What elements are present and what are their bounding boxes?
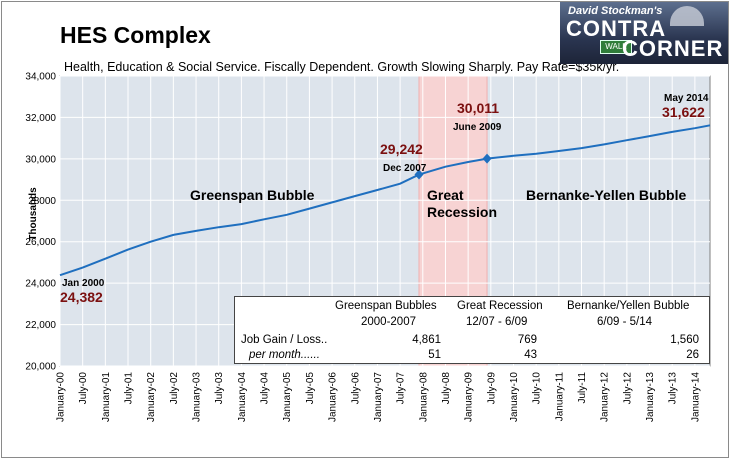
y-tick-label: 24,000 — [25, 279, 56, 290]
x-tick-label: January-07 — [373, 372, 384, 422]
x-tick-label: July-05 — [305, 372, 316, 405]
wall-street-sign-icon: WALL — [600, 40, 632, 54]
table-header-recession: Great Recession — [457, 300, 543, 312]
table-row1-greenspan: 4,861 — [412, 334, 441, 346]
x-tick-label: January-03 — [192, 372, 203, 422]
job-gain-table: Greenspan Bubbles Great Recession Bernan… — [234, 296, 710, 364]
y-axis-label: Thousands — [28, 187, 39, 241]
x-tick-label: January-13 — [645, 372, 656, 422]
table-row1-label: Job Gain / Loss.. — [241, 334, 328, 346]
x-tick-label: January-11 — [554, 372, 565, 422]
table-row2-greenspan: 51 — [428, 349, 441, 361]
table-period-bernanke: 6/09 - 5/14 — [597, 316, 652, 328]
x-tick-label: January-04 — [237, 372, 248, 422]
x-tick-label: July-11 — [577, 372, 588, 404]
annotation-dec2007-value: 29,242 — [380, 141, 423, 157]
x-axis-ticks: January-00 July-00 January-01 July-01 Januar… — [56, 372, 702, 422]
y-tick-label: 22,000 — [25, 320, 56, 331]
x-tick-label: July-00 — [78, 372, 89, 405]
x-tick-label: January-09 — [464, 372, 475, 422]
y-axis-ticks: 20,000 22,000 24,000 26,000 28000 30,000 32,00… — [25, 72, 56, 373]
table-row1-bernanke: 1,560 — [670, 334, 699, 346]
y-tick-label: 30,000 — [25, 154, 56, 165]
x-tick-label: July-12 — [622, 372, 633, 405]
x-tick-label: July-03 — [214, 372, 225, 405]
annotation-start-value: 24,382 — [60, 289, 103, 305]
annotation-recession-line-2: Recession — [427, 204, 497, 220]
annotation-recession-line-1: Great — [427, 187, 464, 203]
x-tick-label: July-08 — [441, 372, 452, 405]
annotation-jun2009-date: June 2009 — [453, 122, 502, 133]
x-tick-label: July-10 — [532, 372, 543, 405]
capitol-dome-icon — [670, 6, 704, 26]
y-tick-label: 32,000 — [25, 113, 56, 124]
x-tick-label: July-01 — [124, 372, 135, 405]
annotation-end-date: May 2014 — [664, 93, 709, 104]
logo-line-3: CORNER — [622, 36, 724, 61]
x-tick-label: July-02 — [169, 372, 180, 405]
y-tick-label: 26,000 — [25, 237, 56, 248]
marker-diamond — [482, 153, 492, 164]
marker-diamond — [414, 169, 424, 180]
x-tick-label: July-06 — [350, 372, 361, 405]
chart-subtitle: Health, Education & Social Service. Fisc… — [64, 60, 620, 74]
table-period-recession: 12/07 - 6/09 — [466, 316, 528, 328]
annotation-dec2007-date: Dec 2007 — [383, 163, 427, 174]
table-header-greenspan: Greenspan Bubbles — [335, 300, 437, 312]
table-row2-label: per month...... — [249, 349, 320, 361]
x-tick-label: July-13 — [668, 372, 679, 405]
x-tick-label: July-04 — [260, 372, 271, 405]
x-tick-label: January-06 — [328, 372, 339, 422]
x-tick-label: January-02 — [146, 372, 157, 422]
table-row2-bernanke: 26 — [686, 349, 699, 361]
y-tick-label: 20,000 — [25, 362, 56, 373]
table-row2-recession: 43 — [524, 349, 537, 361]
x-tick-label: January-10 — [509, 372, 520, 422]
annotation-greenspan: Greenspan Bubble — [190, 187, 315, 203]
table-row1-recession: 769 — [517, 334, 537, 346]
table-period-greenspan: 2000-2007 — [361, 316, 416, 328]
logo-line-1: David Stockman's — [568, 5, 663, 17]
x-tick-label: January-14 — [690, 372, 701, 422]
annotation-end-value: 31,622 — [662, 104, 705, 120]
x-tick-label: January-08 — [418, 372, 429, 422]
annotation-jun2009-value: 30,011 — [457, 100, 499, 116]
x-tick-label: July-09 — [486, 372, 497, 405]
series-line-hes — [59, 124, 711, 277]
contra-corner-logo: David Stockman's CONTRA WALL CORNER — [560, 2, 728, 64]
x-tick-label: January-00 — [56, 372, 67, 422]
annotation-bernanke: Bernanke-Yellen Bubble — [526, 187, 686, 203]
table-header-bernanke: Bernanke/Yellen Bubble — [567, 300, 690, 312]
annotation-start-date: Jan 2000 — [62, 278, 105, 289]
y-tick-label: 34,000 — [25, 72, 56, 83]
x-tick-label: July-07 — [396, 372, 407, 405]
x-tick-label: January-05 — [282, 372, 293, 422]
page-title: HES Complex — [60, 22, 211, 48]
x-tick-label: January-01 — [101, 372, 112, 422]
x-tick-label: January-12 — [600, 372, 611, 422]
logo-line-2: CONTRA — [566, 16, 667, 41]
series-markers — [414, 153, 492, 180]
y-tick-label: 28000 — [28, 196, 56, 207]
